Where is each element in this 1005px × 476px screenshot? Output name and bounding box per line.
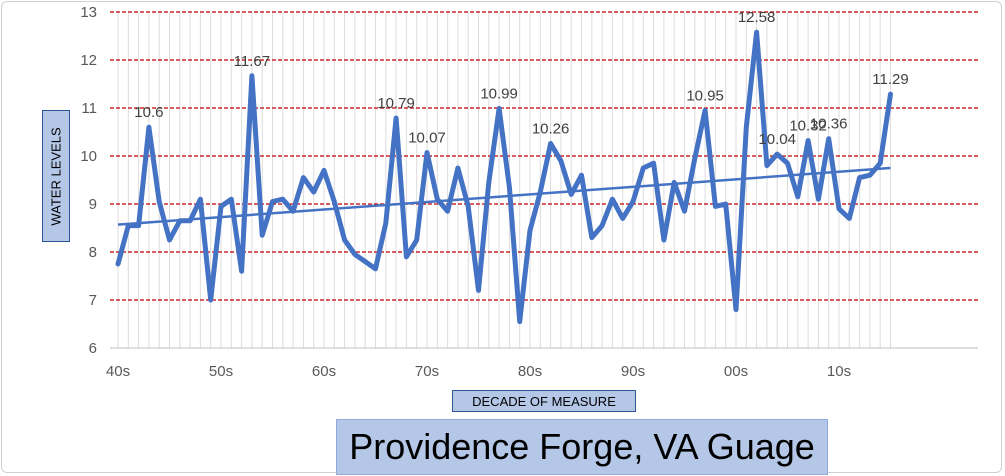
y-tick-label: 8 [89,244,97,261]
y-axis-title: WATER LEVELS [48,126,64,226]
data-label: 11.29 [872,71,908,88]
data-label: 10.07 [408,130,446,147]
x-tick-label: 70s [415,363,439,380]
data-label: 10.04 [758,131,796,148]
x-tick-label: 50s [209,363,233,380]
y-tick-label: 9 [89,196,97,213]
y-axis-title-box: WATER LEVELS [42,110,70,242]
x-tick-label: 00s [724,363,748,380]
data-label: 10.79 [377,95,415,112]
data-label: 10.26 [532,121,570,138]
y-tick-label: 6 [89,340,97,357]
data-label: 10.32 [789,118,827,135]
data-label: 11.67 [234,53,270,70]
y-tick-label: 12 [80,52,97,69]
x-tick-label: 40s [106,363,130,380]
data-label: 10.36 [810,116,848,133]
y-tick-label: 7 [89,292,97,309]
chart-title: Providence Forge, VA Guage [336,419,828,475]
y-tick-label: 13 [80,4,97,21]
x-tick-label: 60s [312,363,336,380]
data-label: 10.95 [686,87,724,104]
data-label: 12.58 [738,9,776,26]
data-label: 10.6 [134,104,163,121]
series-line [115,29,893,325]
trend-line [117,166,891,226]
x-tick-label: 10s [827,363,851,380]
x-tick-label: 90s [621,363,645,380]
data-label: 10.99 [480,85,518,102]
x-axis-title: DECADE OF MEASURE [452,390,636,412]
x-tick-label: 80s [518,363,542,380]
y-tick-label: 10 [80,148,97,165]
y-tick-label: 11 [81,100,97,117]
